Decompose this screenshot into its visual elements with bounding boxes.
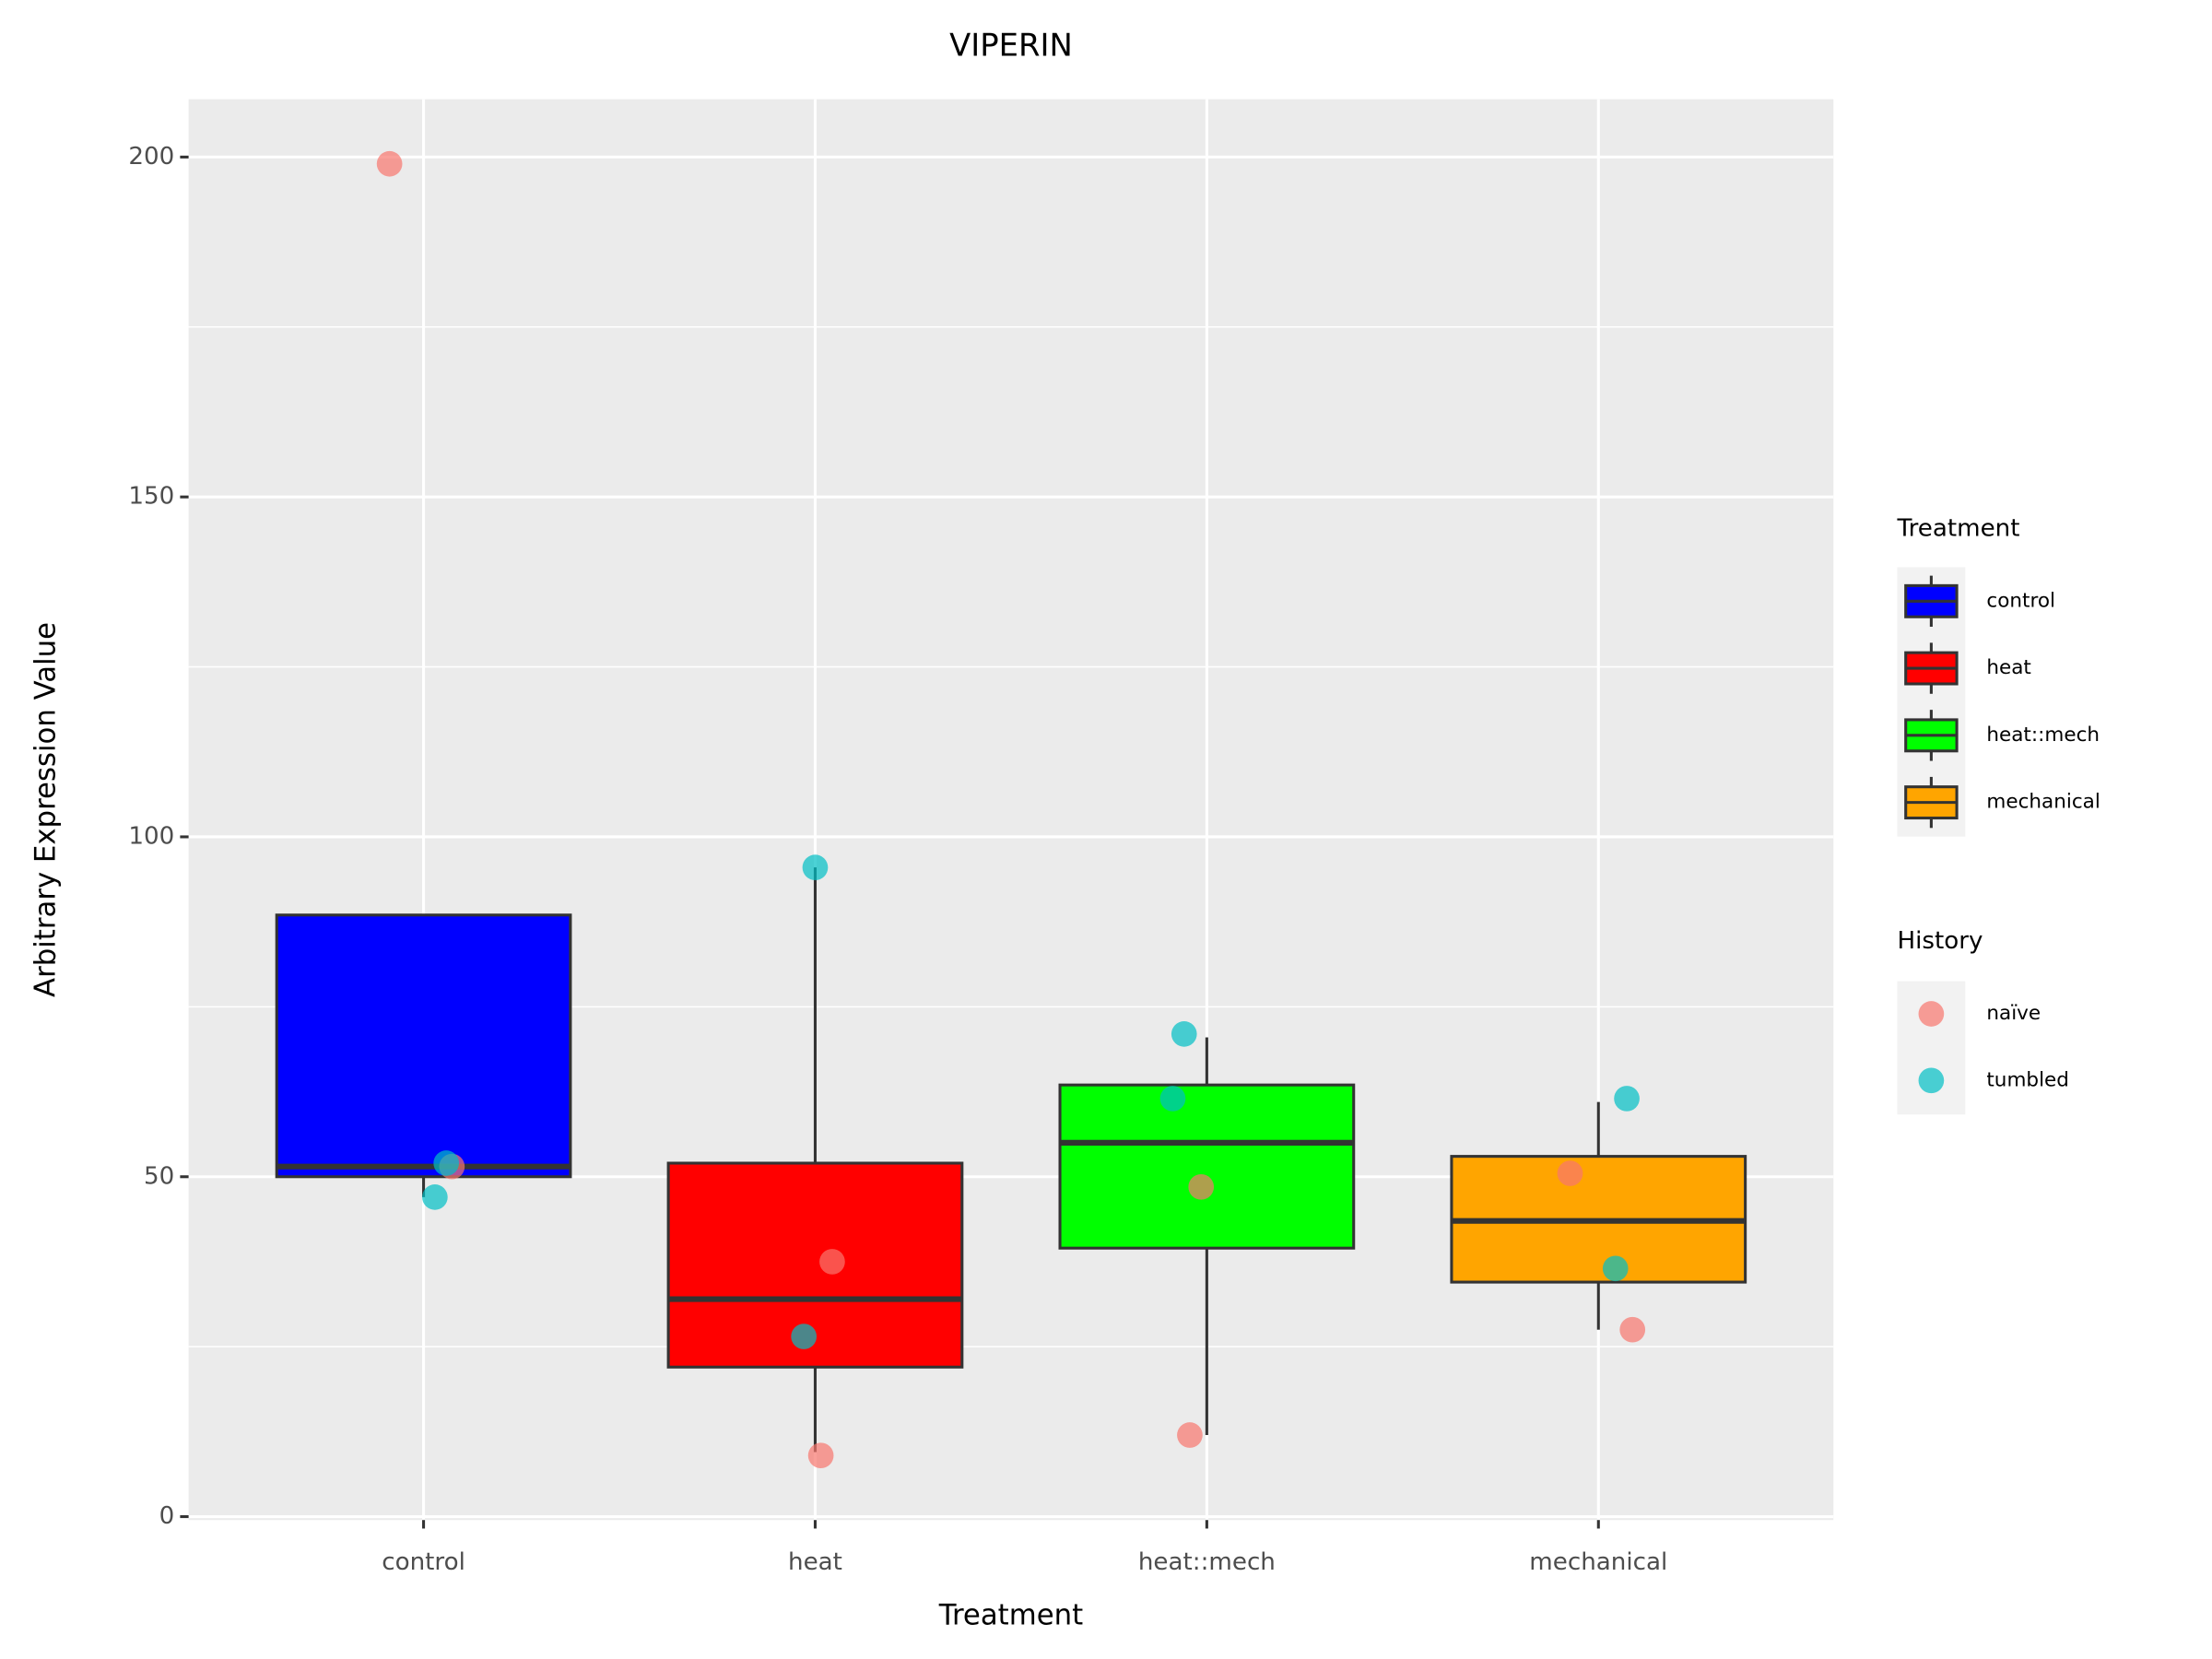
y-tick-label: 200	[128, 143, 174, 171]
point	[791, 1324, 818, 1349]
legend-key	[1918, 1067, 1945, 1094]
point	[1557, 1160, 1583, 1186]
point	[802, 854, 829, 881]
x-tick-label: heat	[788, 1548, 842, 1576]
y-tick-label: 100	[128, 822, 174, 850]
legend-label: control	[1986, 589, 2055, 612]
y-tick-label: 0	[159, 1502, 175, 1530]
legend-label: tumbled	[1986, 1068, 2069, 1091]
legend-key	[1918, 1001, 1945, 1027]
legend-label: heat::mech	[1986, 724, 2100, 747]
y-tick-label: 150	[128, 483, 174, 511]
point	[433, 1150, 460, 1176]
legend-label: heat	[1986, 656, 2031, 679]
y-tick-label: 50	[144, 1162, 174, 1190]
point	[807, 1442, 834, 1469]
box	[1058, 1083, 1356, 1250]
x-axis-title: Treatment	[938, 1598, 1083, 1631]
point	[1177, 1422, 1203, 1448]
point	[1619, 1316, 1646, 1343]
chart-title: VIPERIN	[949, 27, 1073, 63]
legend-title: History	[1897, 927, 1983, 955]
x-tick-label: mechanical	[1529, 1548, 1667, 1576]
point	[1614, 1086, 1640, 1112]
y-axis-title: Arbitrary Expression Value	[29, 622, 62, 997]
point	[1171, 1021, 1197, 1047]
x-tick-label: heat::mech	[1138, 1548, 1276, 1576]
legend-title: Treatment	[1896, 514, 2019, 542]
point	[1602, 1255, 1629, 1282]
point	[819, 1249, 845, 1275]
legend-label: mechanical	[1986, 791, 2100, 814]
box	[275, 913, 572, 1179]
legend-label: naïve	[1986, 1002, 2041, 1025]
point	[422, 1184, 448, 1210]
panel	[188, 99, 1834, 1521]
x-tick-label: control	[382, 1548, 465, 1576]
point	[376, 150, 403, 177]
point	[1188, 1173, 1215, 1200]
point	[1159, 1086, 1186, 1112]
